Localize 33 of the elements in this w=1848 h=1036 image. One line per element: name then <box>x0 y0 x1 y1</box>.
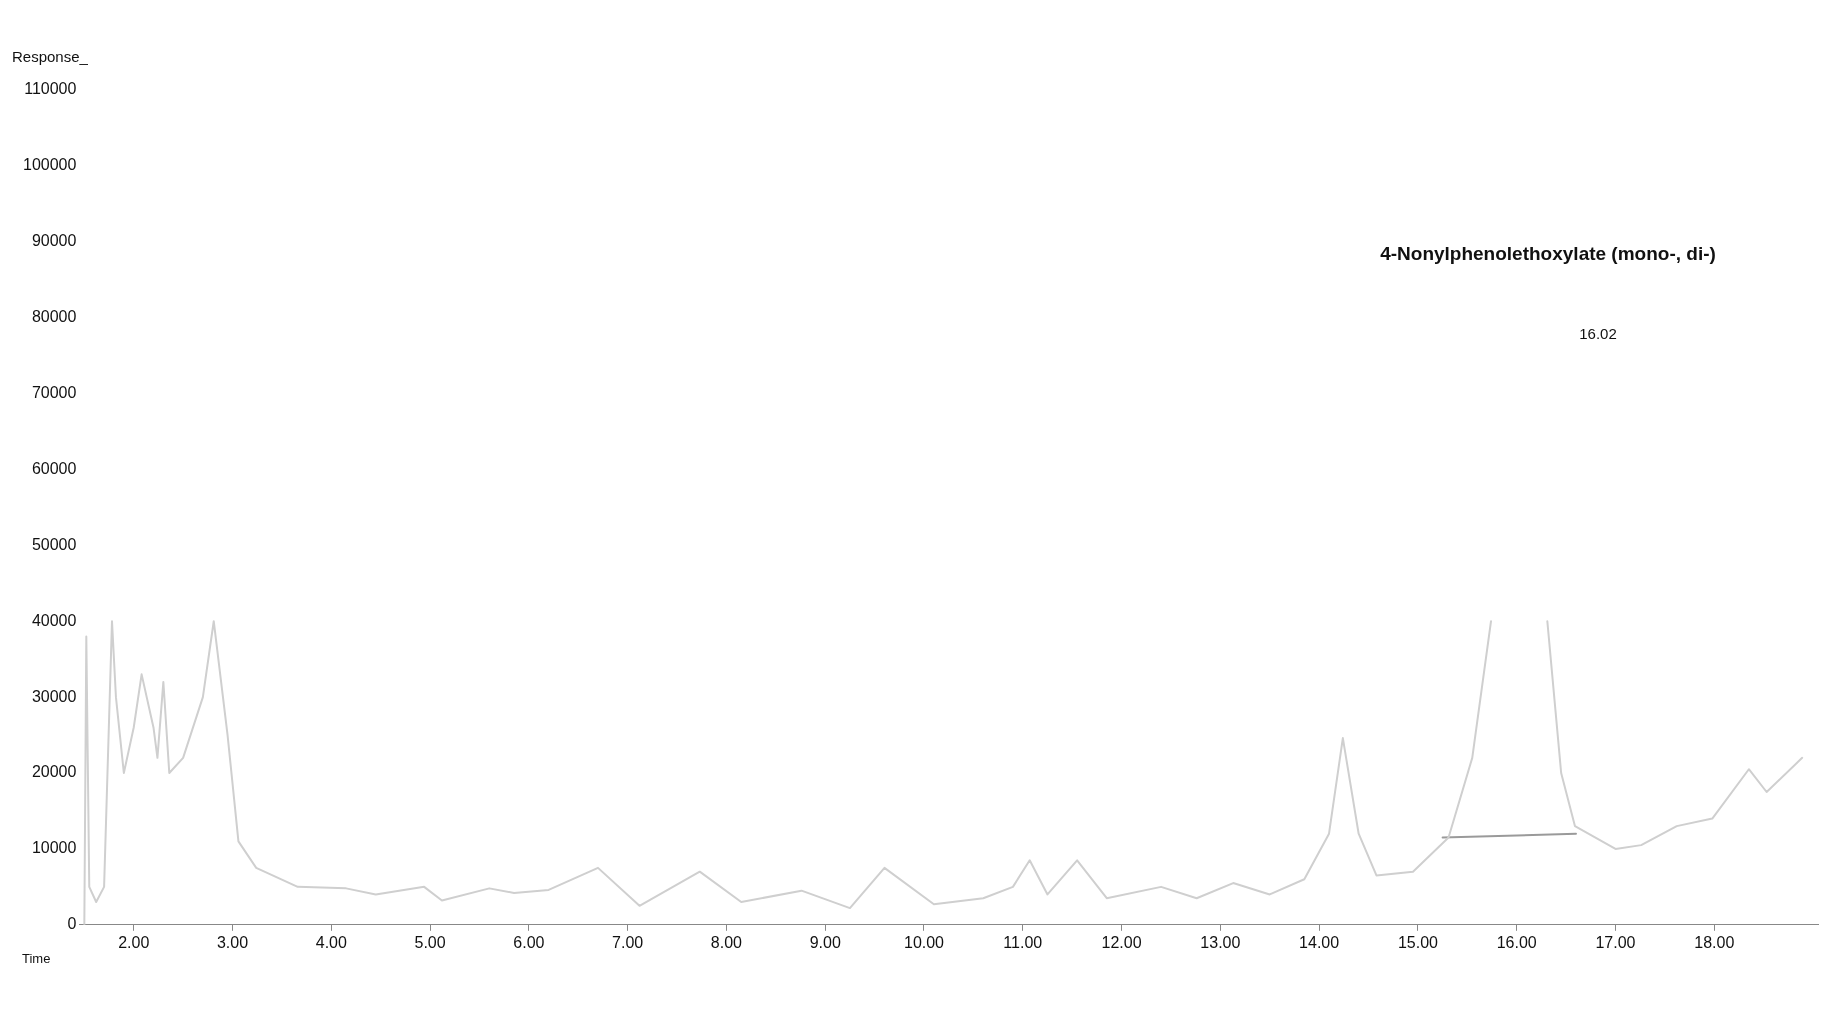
x-tick-label: 16.00 <box>1496 933 1537 951</box>
y-tick-label: 50000 <box>31 535 77 553</box>
x-tick-label: 6.00 <box>513 933 545 951</box>
x-tick-label: 18.00 <box>1694 933 1735 951</box>
x-axis-title: Time <box>22 950 51 966</box>
y-tick-label: 70000 <box>31 383 77 401</box>
y-tick-label: 80000 <box>31 308 77 326</box>
x-tick-label: 15.00 <box>1397 933 1439 951</box>
y-axis-title: Response_ <box>12 48 89 66</box>
x-tick-label: 13.00 <box>1200 933 1241 951</box>
x-tick-label: 17.00 <box>1595 933 1636 951</box>
annotation: 16.02 <box>1579 325 1617 343</box>
x-tick-label: 4.00 <box>315 933 347 951</box>
x-tick-label: 9.00 <box>809 933 841 951</box>
y-tick-label: 30000 <box>31 687 77 705</box>
x-tick-label: 5.00 <box>414 933 446 951</box>
annotation: 4-Nonylphenolethoxylate (mono-, di-) <box>1380 243 1716 265</box>
x-tick-label: 2.00 <box>118 933 150 951</box>
x-tick-label: 11.00 <box>1003 933 1043 951</box>
x-tick-label: 12.00 <box>1101 933 1142 951</box>
y-tick-label: 100000 <box>23 156 77 174</box>
x-tick-label: 3.00 <box>216 933 249 951</box>
y-tick-label: 110000 <box>24 80 77 98</box>
x-tick-label: 10.00 <box>903 933 945 951</box>
y-tick-label: 10000 <box>31 839 77 857</box>
y-tick-label: 90000 <box>31 232 77 250</box>
y-tick-label: 40000 <box>31 611 77 629</box>
y-tick-label: 60000 <box>31 459 77 477</box>
x-tick-label: 14.00 <box>1299 933 1340 951</box>
y-tick-label: 0 <box>67 915 77 933</box>
x-tick-label: 7.00 <box>612 933 644 951</box>
x-tick-label: 8.00 <box>710 933 743 951</box>
y-tick-label: 20000 <box>31 763 77 781</box>
